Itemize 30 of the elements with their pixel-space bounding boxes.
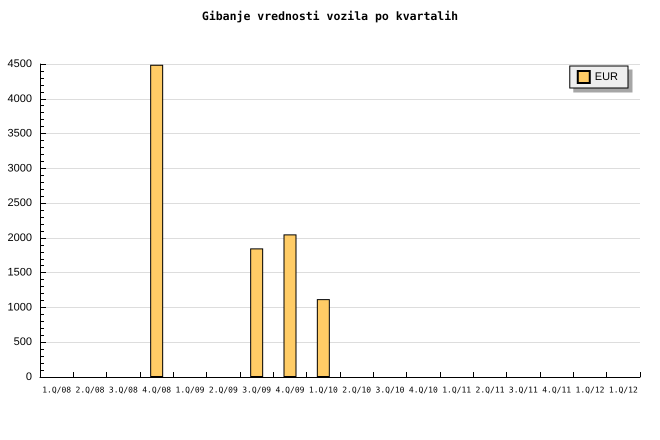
- x-tick-label: 3.Q/08: [108, 386, 138, 394]
- x-tick-label: 2.Q/10: [342, 386, 372, 394]
- x-tick-label: 2.Q/09: [208, 386, 238, 394]
- chart-title: Gibanje vrednosti vozila po kvartalih: [202, 9, 458, 23]
- y-tick-label: 4500: [8, 58, 32, 70]
- x-tick-label: 3.Q/11: [508, 386, 538, 394]
- y-tick-label: 2000: [8, 232, 32, 244]
- x-tick-label: 4.Q/11: [542, 386, 572, 394]
- x-tick-label: 1.Q/11: [442, 386, 472, 394]
- y-tick-label: 3500: [8, 128, 32, 140]
- legend-label: EUR: [594, 71, 618, 83]
- x-tick-label: 4.Q/09: [276, 386, 305, 394]
- y-tick-label: 4000: [8, 92, 32, 105]
- x-tick-label: 1.Q/08: [42, 386, 72, 394]
- x-tick-label: 1.Q/09: [176, 386, 205, 394]
- x-tick-label: 4.Q/08: [142, 386, 172, 394]
- y-tick-label: 2500: [8, 197, 32, 210]
- x-tick-label: 2.Q/11: [476, 386, 505, 394]
- x-tick-label: 2.Q/08: [76, 386, 105, 394]
- x-tick-label: 3.Q/09: [242, 386, 272, 394]
- x-tick-label: 1.Q/10: [308, 386, 338, 394]
- x-tick-label: 1.Q/12: [608, 386, 638, 394]
- x-tick-label: 3.Q/10: [376, 386, 405, 394]
- y-tick-label: 1000: [8, 301, 32, 314]
- y-tick-label: 3000: [8, 162, 32, 174]
- x-tick-label: 1.Q/12: [576, 386, 605, 394]
- y-tick-label: 0: [26, 371, 32, 383]
- y-tick-label: 500: [14, 336, 32, 348]
- y-tick-label: 1500: [8, 266, 32, 279]
- x-tick-label: 4.Q/10: [408, 386, 438, 394]
